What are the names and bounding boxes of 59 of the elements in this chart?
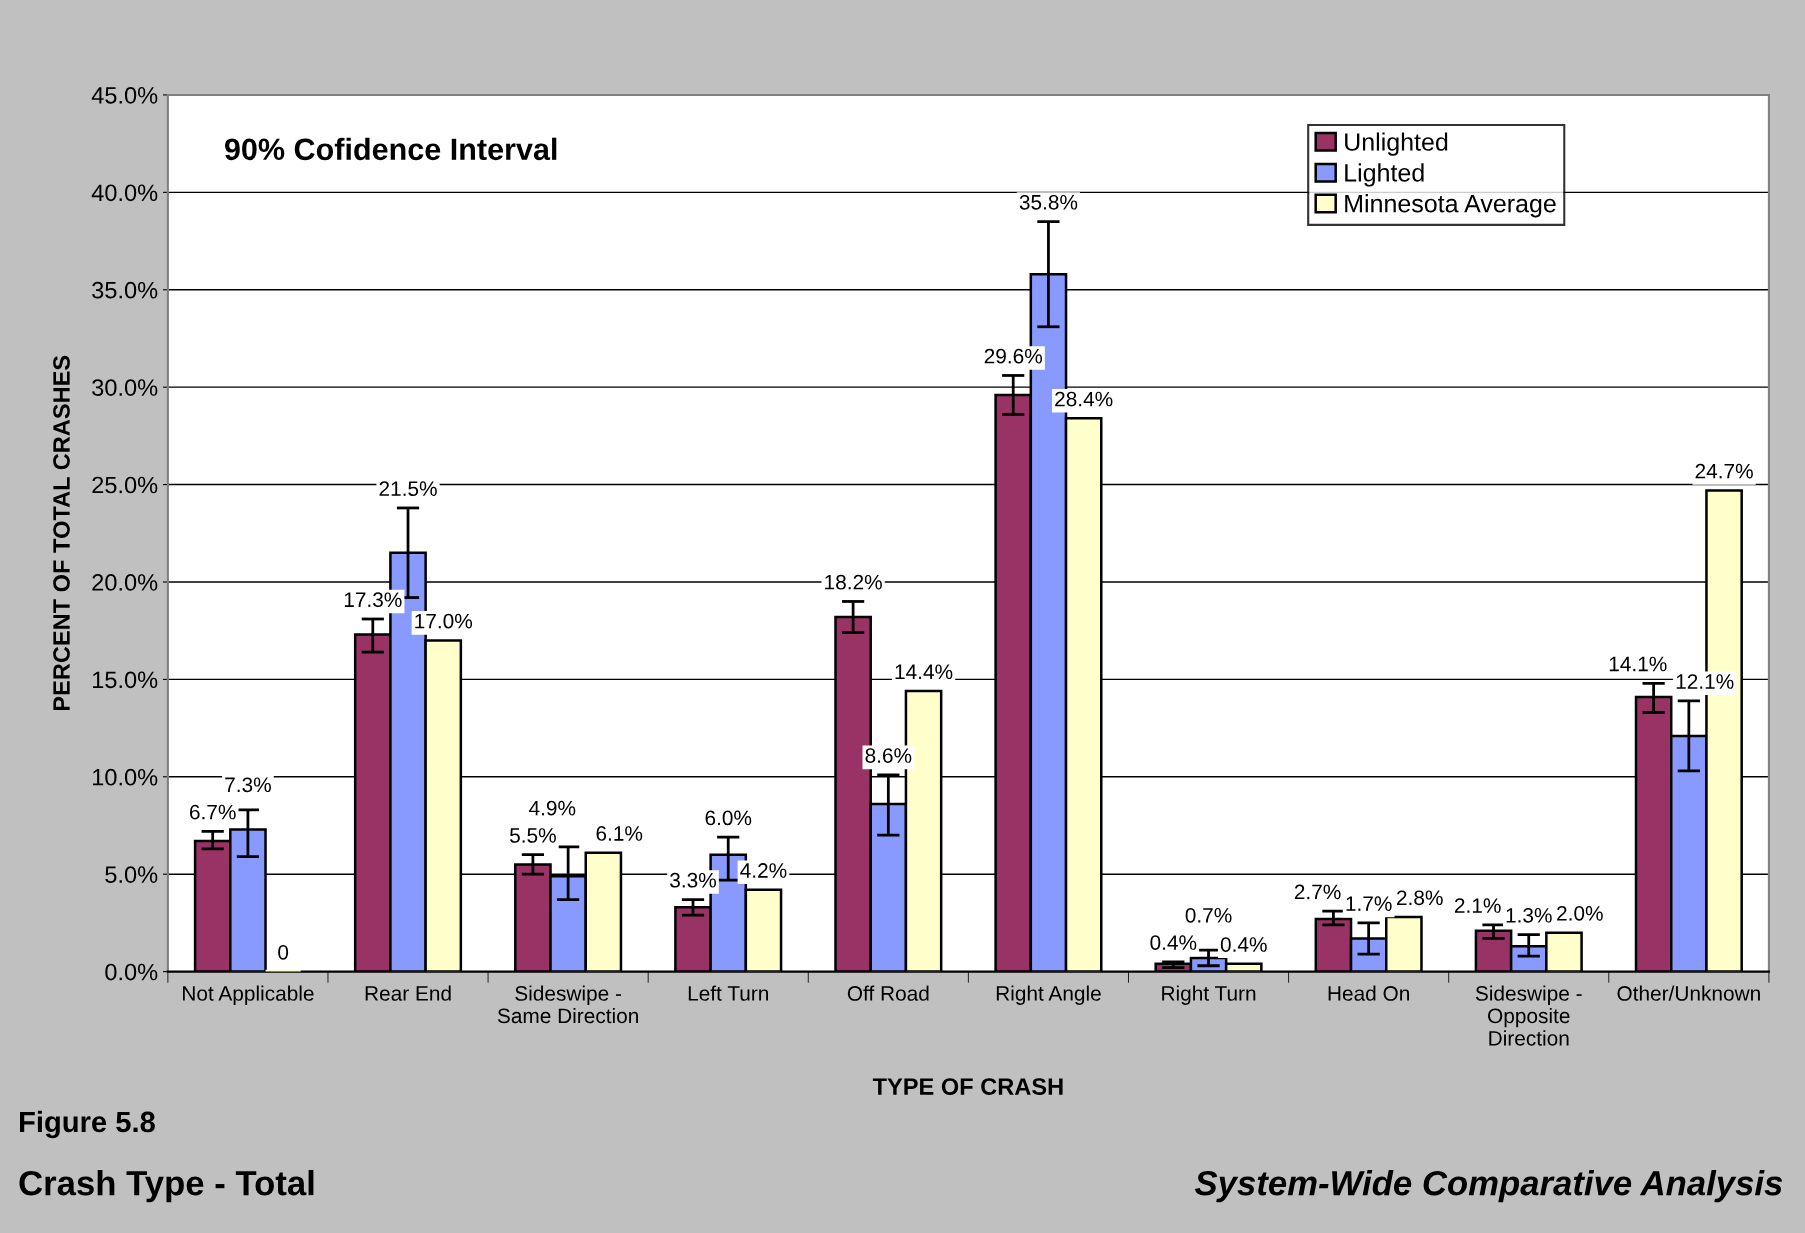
data-label: 6.0% (705, 810, 752, 826)
y-tick-label: 15.0% (93, 671, 158, 689)
data-label: 17.3% (344, 592, 402, 608)
text: System-Wide Comparative Analysis (1194, 1169, 1783, 1203)
data-label: 5.5% (509, 828, 556, 843)
data-label: 18.2% (825, 574, 882, 590)
y-tick-label: 40.0% (91, 184, 158, 202)
x-tick-label: Other/Unknown (1617, 985, 1760, 1001)
y-tick-label: 35.0% (92, 281, 158, 299)
data-label: 3.3% (670, 872, 717, 888)
data-label: 6.7% (190, 804, 236, 820)
data-label: 28.4% (1055, 391, 1113, 407)
legend-label: Unlighted (1345, 132, 1448, 156)
x-tick-label: Sideswipe - Opposite Direction (1475, 985, 1582, 1046)
y-tick-label: 45.0% (91, 87, 158, 104)
data-label: 0.4% (1220, 937, 1267, 952)
data-label: 21.5% (379, 481, 437, 497)
legend-label: Lighted (1345, 163, 1424, 187)
data-label: 14.1% (1609, 656, 1667, 672)
data-label: 2.1% (1454, 898, 1501, 913)
data-label: 35.8% (1019, 194, 1078, 210)
data-label: 2.0% (1557, 905, 1603, 921)
data-label: 17.0% (415, 613, 473, 629)
y-tick-label: 25.0% (92, 476, 158, 494)
data-label: 2.8% (1397, 890, 1443, 906)
data-label: 7.3% (225, 777, 271, 793)
y-tick-label: 0.0% (105, 963, 158, 981)
data-label: 0.4% (1150, 935, 1197, 950)
legend-label: Minnesota Average (1345, 194, 1556, 218)
data-label: 8.6% (865, 748, 912, 763)
x-tick-label: Right Angle (996, 985, 1101, 1005)
data-label: 14.4% (895, 664, 953, 680)
data-label: 6.1% (596, 826, 643, 841)
y-tick-label: 30.0% (92, 379, 158, 396)
data-label: 29.6% (984, 348, 1043, 364)
text: Figure 5.8 (20, 1110, 155, 1139)
y-tick-label: 20.0% (92, 574, 158, 591)
y-tick-label: 5.0% (105, 866, 158, 883)
y-tick-label: 10.0% (93, 768, 158, 786)
data-label: 12.1% (1676, 674, 1734, 689)
annotation: 90% Cofidence Interval (224, 137, 557, 161)
data-label: 0 (278, 944, 289, 960)
data-label: 4.2% (740, 863, 787, 878)
data-label: 1.7% (1346, 896, 1392, 911)
data-label: 2.7% (1294, 884, 1341, 900)
x-tick-label: Left Turn (688, 985, 768, 1001)
data-label: 0.7% (1185, 907, 1232, 923)
text: Crash Type - Total (19, 1169, 314, 1203)
y-axis-title: PERCENT OF TOTAL CRASHES (53, 355, 70, 711)
x-axis-title: TYPE OF CRASH (872, 1078, 1063, 1095)
x-tick-label: Sideswipe - Same Direction (497, 985, 638, 1024)
data-label: 1.3% (1506, 907, 1552, 923)
x-tick-label: Not Applicable (183, 985, 314, 1005)
x-tick-label: Right Turn (1162, 985, 1256, 1005)
x-tick-label: Off Road (847, 985, 929, 1001)
x-tick-label: Head On (1328, 985, 1409, 1001)
data-label: 24.7% (1695, 463, 1753, 479)
data-label: 4.9% (529, 800, 576, 816)
x-tick-label: Rear End (365, 985, 451, 1001)
